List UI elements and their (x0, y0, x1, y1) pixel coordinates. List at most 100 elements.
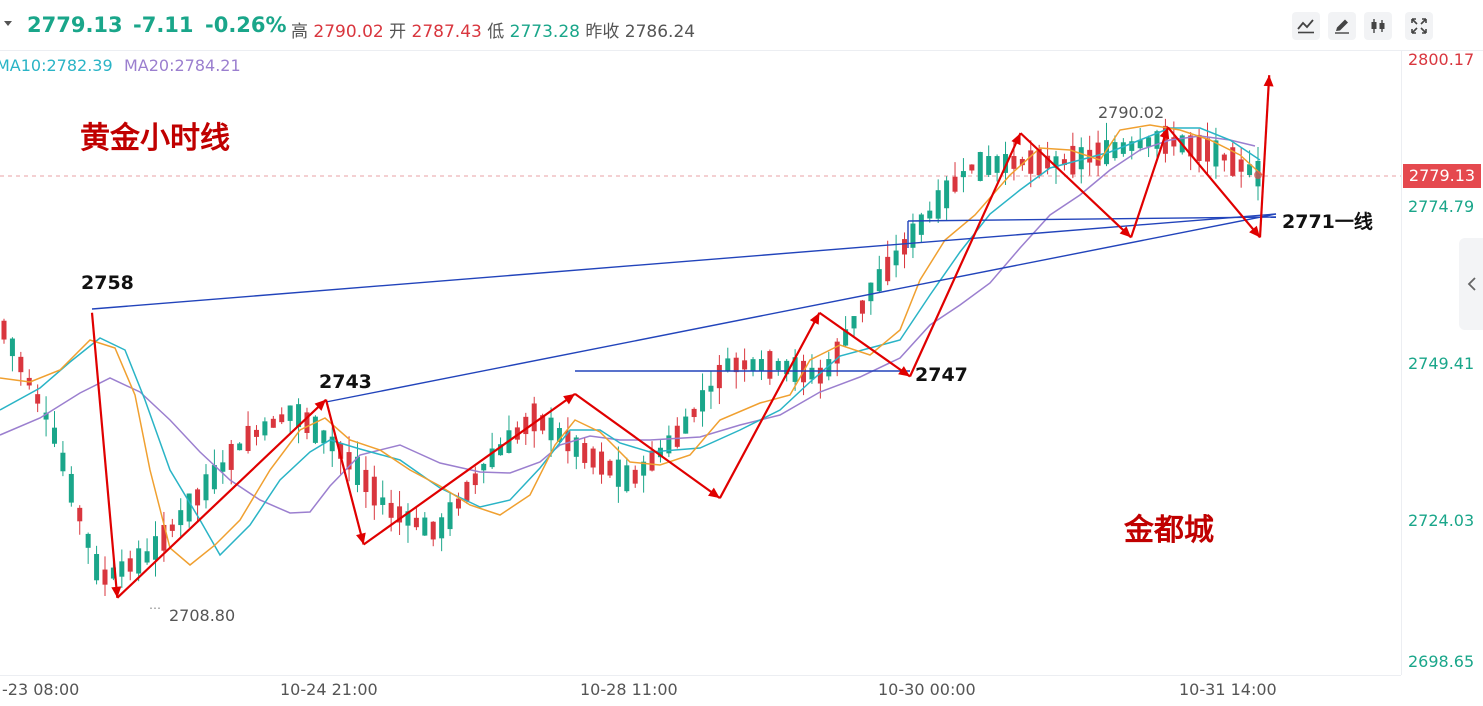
side-panel-toggle[interactable] (1459, 238, 1483, 330)
candle-body (1137, 139, 1143, 149)
current-price-tag: 2779.13 (1403, 164, 1481, 188)
trend-arrow-head (1249, 225, 1260, 238)
fullscreen-button[interactable] (1405, 12, 1433, 40)
trend-arrow-segment (324, 399, 365, 545)
candle-body (144, 551, 150, 563)
trend-arrow-head (1119, 226, 1132, 238)
low-value: 2773.28 (509, 22, 580, 42)
candle-body (447, 502, 453, 530)
candle-body (169, 524, 175, 531)
candle-body (388, 502, 394, 518)
price-change-pct: -0.26% (205, 13, 287, 37)
candle-body (60, 452, 66, 472)
last-price: 2779.13 (27, 13, 123, 37)
prev-close-value: 2786.24 (624, 22, 696, 42)
candle-body (1188, 135, 1194, 157)
candle-body (136, 548, 142, 574)
candle-body (203, 474, 209, 501)
candle-body (859, 300, 865, 314)
min-marker-dots: ⋯ (149, 601, 161, 615)
candle-body (1238, 159, 1244, 172)
candle-body (1019, 159, 1025, 166)
candle-style-button[interactable] (1364, 12, 1392, 40)
candle-body (1011, 156, 1017, 169)
candle-body (498, 444, 504, 456)
trend-arrow-segment (1019, 132, 1132, 239)
high-label: 高 (291, 22, 308, 42)
candle-body (237, 443, 243, 451)
price-axis-divider (1401, 50, 1402, 675)
label-2771: 2771一线 (1282, 211, 1373, 233)
support-line-2743 (325, 213, 1277, 403)
candle-body (9, 338, 15, 357)
candle-body (1070, 145, 1076, 175)
trend-arrow-segment (1258, 75, 1271, 238)
trend-arrow-segment (1130, 126, 1169, 238)
x-axis-label: -23 08:00 (2, 680, 80, 699)
trend-arrow-segment (116, 398, 327, 599)
candle-body (632, 469, 638, 484)
high-value: 2790.02 (313, 22, 384, 42)
candle-body (119, 561, 125, 577)
candle-body (161, 524, 167, 551)
last-price-dot (1254, 171, 1262, 179)
candle-body (851, 316, 857, 329)
candle-body (590, 448, 596, 468)
candle-body (691, 408, 697, 418)
candle-body (1, 320, 7, 340)
candle-body (481, 463, 487, 471)
candle-body (935, 190, 941, 219)
candle-body (354, 456, 360, 485)
candle-body (220, 462, 226, 472)
candle-body (986, 156, 992, 175)
candle-body (1104, 140, 1110, 165)
draw-tool-button[interactable] (1328, 12, 1356, 40)
candle-body (582, 443, 588, 463)
candle-body (784, 360, 790, 375)
candle-body (270, 418, 276, 428)
trend-arrow-head (356, 532, 366, 545)
candle-body (767, 351, 773, 379)
candle-body (18, 356, 24, 373)
candle-body (775, 360, 781, 371)
candle-body (439, 517, 445, 539)
candle-body (607, 460, 613, 476)
candle-body (1146, 137, 1152, 147)
candle-body (725, 358, 731, 372)
candle-body (68, 473, 74, 503)
candle-body (43, 412, 49, 420)
candle-body (977, 152, 983, 181)
candle-body (380, 497, 386, 505)
chart-type-button[interactable] (1292, 12, 1320, 40)
y-axis-label: 2724.03 (1408, 511, 1475, 530)
open-value: 2787.43 (411, 22, 482, 42)
candle-body (700, 390, 706, 412)
x-axis-label: 10-31 14:00 (1179, 680, 1277, 699)
trend-arrow-segment (363, 392, 576, 546)
dropdown-caret-icon[interactable] (4, 21, 12, 26)
candle-body (1078, 147, 1084, 170)
candle-body (1213, 140, 1219, 167)
candle-body (666, 435, 672, 454)
trend-arrow-segment (718, 312, 821, 499)
candle-body (657, 447, 663, 458)
trend-arrow-head (1263, 75, 1274, 87)
candle-body (1045, 155, 1051, 169)
low-label: 低 (487, 22, 505, 42)
candle-body (1154, 131, 1160, 149)
candle-body (969, 164, 975, 171)
candle-body (127, 558, 133, 572)
candle-body (472, 473, 478, 486)
ma20-line (0, 135, 1256, 514)
trend-arrow-segment (574, 392, 721, 500)
candlestick-series (1, 118, 1261, 597)
price-change: -7.11 (133, 13, 194, 37)
trend-arrow-head (1011, 133, 1021, 146)
candle-body (615, 459, 621, 487)
candle-body (94, 554, 100, 581)
max-price-marker: 2790.02 (1098, 103, 1165, 122)
time-axis-divider (0, 675, 1401, 676)
candle-body (1036, 148, 1042, 176)
candle-body (868, 282, 874, 302)
